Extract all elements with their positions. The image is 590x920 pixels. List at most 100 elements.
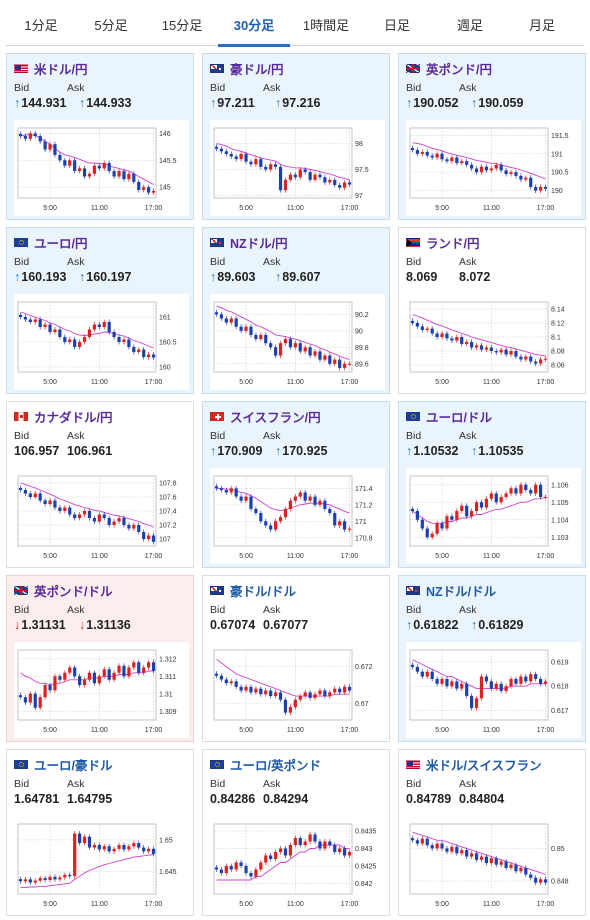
candle-body [420,151,424,154]
currency-pair-link[interactable]: ユーロ/円 [34,236,88,251]
rate-card[interactable]: NZドル/ドル Bid Ask ↑0.61822 ↑0.61829 5:00 11:00 17… [398,575,586,742]
chart-area[interactable]: 5:00 11:00 17:00 8.14 8.12 8.1 8.08 8.06 [406,294,581,390]
currency-pair-link[interactable]: 米ドル/円 [34,62,88,77]
y-tick-label: 1.31 [159,691,173,698]
rate-card[interactable]: スイスフラン/円 Bid Ask ↑170.909 ↑170.925 5:00 11:00 1… [202,401,390,568]
chart-area[interactable]: 5:00 11:00 17:00 90.2 90 89.8 89.6 [210,294,385,390]
card-header: 米ドル/円 [14,60,88,77]
candle-body [122,665,126,677]
rate-card[interactable]: 豪ドル/ドル Bid Ask 0.67074 0.67077 5:00 11:00 17:00… [202,575,390,742]
arrow-up-icon: ↑ [406,444,413,458]
y-tick-label: 1.105 [551,500,569,507]
rate-card[interactable]: ランド/円 Bid Ask 8.069 8.072 5:00 11:00 17:00 8.14 8… [398,227,586,394]
rate-card[interactable]: ユーロ/英ポンド Bid Ask 0.84286 0.84294 5:00 11:00 17:… [202,749,390,916]
bid-value-text: 0.84789 [406,792,452,806]
currency-pair-link[interactable]: カナダドル/円 [34,410,113,425]
rate-card[interactable]: ユーロ/ドル Bid Ask ↑1.10532 ↑1.10535 5:00 11:00 17:… [398,401,586,568]
rate-card[interactable]: 豪ドル/円 Bid Ask ↑97.211 ↑97.216 5:00 11:00 17:00 9… [202,53,390,220]
candle-body [445,516,449,529]
ask-label: Ask [459,430,477,442]
rate-card[interactable]: 英ポンド/ドル Bid Ask ↓1.31131 ↓1.31136 5:00 11:00 17… [6,575,194,742]
rate-card[interactable]: 英ポンド/円 Bid Ask ↑190.052 ↑190.059 5:00 11:00 17:… [398,53,586,220]
candle-body [519,356,523,360]
bid-value: 106.957 [14,444,59,458]
currency-pair-link[interactable]: NZドル/ドル [426,584,497,599]
bid-label: Bid [210,778,226,790]
tab-1[interactable]: 5分足 [94,18,128,33]
bid-label: Bid [406,82,422,94]
candle-body [102,514,106,518]
chart-area[interactable]: 5:00 11:00 17:00 161 160.5 160 [14,294,189,390]
currency-pair-link[interactable]: ランド/円 [426,236,480,251]
chart-area[interactable]: 5:00 11:00 17:00 0.85 0.848 [406,816,581,912]
candle-body [430,328,434,334]
y-tick-label: 0.619 [551,660,569,667]
eu-flag-icon [406,411,420,421]
candle-body [122,339,126,342]
card-header: ユーロ/英ポンド [210,756,321,773]
rate-card[interactable]: ユーロ/豪ドル Bid Ask 1.64781 1.64795 5:00 11:00 17:0… [6,749,194,916]
ask-label: Ask [459,604,477,616]
chart-area[interactable]: 5:00 11:00 17:00 98 97.5 97 [210,120,385,216]
chart-area[interactable]: 5:00 11:00 17:00 1.312 1.311 1.31 1.309 [14,642,189,738]
candle-body [328,841,332,845]
currency-pair-link[interactable]: 豪ドル/円 [230,62,284,77]
price-chart: 5:00 11:00 17:00 1.106 1.105 1.104 1.103 [409,475,569,560]
chart-area[interactable]: 5:00 11:00 17:00 1.65 1.645 [14,816,189,912]
candle-body [38,136,42,142]
y-tick-label: 190.5 [551,170,569,177]
tab-3[interactable]: 30分足 [218,6,290,47]
rate-card[interactable]: 米ドル/円 Bid Ask ↑144.931 ↑144.933 5:00 11:00 17:0… [6,53,194,220]
chart-area[interactable]: 5:00 11:00 17:00 1.106 1.105 1.104 1.103 [406,468,581,564]
candle-body [224,318,228,323]
currency-pair-link[interactable]: 英ポンド/ドル [34,584,113,599]
currency-pair-link[interactable]: ユーロ/ドル [426,410,492,425]
chart-area[interactable]: 5:00 11:00 17:00 107.8 107.6 107.4 107.2 107 [14,468,189,564]
candle-body [524,177,528,180]
candle-body [347,852,352,856]
ask-value-text: 8.072 [459,270,491,284]
tab-0[interactable]: 1分足 [24,18,58,33]
bid-value: ↑170.909 [210,444,262,458]
candle-body [33,133,37,137]
arrow-up-icon: ↑ [14,96,21,110]
chart-area[interactable]: 5:00 11:00 17:00 191.5 191 190.5 190 [406,120,581,216]
tab-7[interactable]: 月足 [528,18,555,33]
currency-pair-link[interactable]: 豪ドル/ドル [230,584,296,599]
candle-body [318,174,322,178]
candle-body [214,867,219,870]
currency-pair-link[interactable]: 英ポンド/円 [426,62,492,77]
candle-body [420,326,424,330]
chart-area[interactable]: 5:00 11:00 17:00 0.619 0.618 0.617 [406,642,581,738]
x-tick-label: 5:00 [435,205,449,212]
candle-body [415,511,419,520]
au-flag-icon [210,585,224,595]
chart-area[interactable]: 5:00 11:00 17:00 146 145.5 145 [14,120,189,216]
rate-card[interactable]: NZドル/円 Bid Ask ↑89.603 ↑89.607 5:00 11:00 17:00… [202,227,390,394]
rate-card[interactable]: ユーロ/円 Bid Ask ↑160.193 ↑160.197 5:00 11:00 17:0… [6,227,194,394]
tab-2[interactable]: 15分足 [161,18,203,33]
tab-4[interactable]: 1時間足 [302,18,350,33]
candle-body [137,349,141,352]
candle-body [127,846,131,850]
currency-pair-link[interactable]: NZドル/円 [230,236,288,251]
candle-body [420,519,424,529]
tab-5[interactable]: 日足 [383,18,410,33]
rate-card[interactable]: 米ドル/スイスフラン Bid Ask 0.84789 0.84804 5:00 11:00 1… [398,749,586,916]
rate-card[interactable]: カナダドル/円 Bid Ask 106.957 106.961 5:00 11:00 17:0… [6,401,194,568]
chart-area[interactable]: 5:00 11:00 17:00 0.8435 0.843 0.8425 0.842 [210,816,385,912]
card-header: ランド/円 [406,234,480,251]
candle-body [249,873,253,877]
currency-pair-link[interactable]: 米ドル/スイスフラン [426,758,542,773]
candle-body [18,314,23,317]
currency-pair-link[interactable]: スイスフラン/円 [230,410,321,425]
ask-value: ↑97.216 [275,96,320,110]
chart-area[interactable]: 5:00 11:00 17:00 171.4 171.2 171 170.8 [210,468,385,564]
currency-pair-link[interactable]: ユーロ/豪ドル [34,758,113,773]
x-tick-label: 17:00 [341,205,359,212]
tab-6[interactable]: 週足 [456,18,483,33]
candle-body [539,359,543,364]
chart-area[interactable]: 5:00 11:00 17:00 0.672 0.67 [210,642,385,738]
currency-pair-link[interactable]: ユーロ/英ポンド [230,758,321,773]
candle-body [440,333,444,337]
